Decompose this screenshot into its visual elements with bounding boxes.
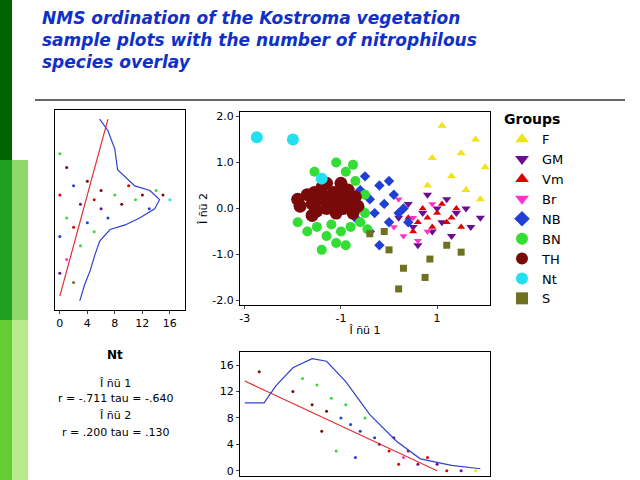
svg-text:12: 12 (135, 317, 149, 330)
svg-text:r = .200 tau = .130: r = .200 tau = .130 (62, 426, 169, 439)
svg-text:Br: Br (542, 192, 557, 207)
svg-text:Nt: Nt (107, 348, 123, 362)
svg-text:Î ñü 1: Î ñü 1 (348, 324, 380, 337)
svg-text:16: 16 (220, 359, 234, 372)
svg-text:TH: TH (541, 252, 560, 267)
svg-text:Vm: Vm (542, 172, 564, 187)
svg-text:12: 12 (220, 385, 234, 398)
svg-text:0: 0 (56, 317, 63, 330)
svg-text:F: F (542, 132, 549, 147)
svg-text:Î ñü 2: Î ñü 2 (197, 193, 210, 225)
svg-text:NMS ordination of the Kostroma: NMS ordination of the Kostroma vegetatio… (42, 8, 477, 72)
svg-text:Nt: Nt (542, 272, 557, 287)
svg-text:0: 0 (227, 465, 234, 478)
svg-text:-3: -3 (239, 312, 250, 325)
svg-text:-2.0: -2.0 (212, 294, 233, 307)
svg-text:S: S (542, 291, 550, 306)
svg-text:GM: GM (542, 152, 563, 167)
svg-text:4: 4 (84, 317, 91, 330)
svg-text:-1: -1 (335, 312, 346, 325)
svg-text:4: 4 (227, 438, 234, 451)
svg-text:Î ñü 1: Î ñü 1 (99, 377, 131, 390)
svg-text:Groups: Groups (504, 111, 560, 127)
svg-text:1: 1 (434, 312, 441, 325)
svg-text:Î ñü 2: Î ñü 2 (99, 409, 131, 422)
svg-text:-1.0: -1.0 (212, 248, 233, 261)
svg-text:r = -.711 tau = -.640: r = -.711 tau = -.640 (58, 392, 173, 405)
svg-text:8: 8 (111, 317, 118, 330)
svg-text:8: 8 (227, 412, 234, 425)
svg-text:1.0: 1.0 (216, 156, 234, 169)
svg-text:NB: NB (542, 212, 561, 227)
svg-text:16: 16 (163, 317, 177, 330)
svg-text:0.0: 0.0 (216, 202, 234, 215)
svg-text:2.0: 2.0 (216, 110, 234, 123)
svg-text:BN: BN (542, 232, 561, 247)
